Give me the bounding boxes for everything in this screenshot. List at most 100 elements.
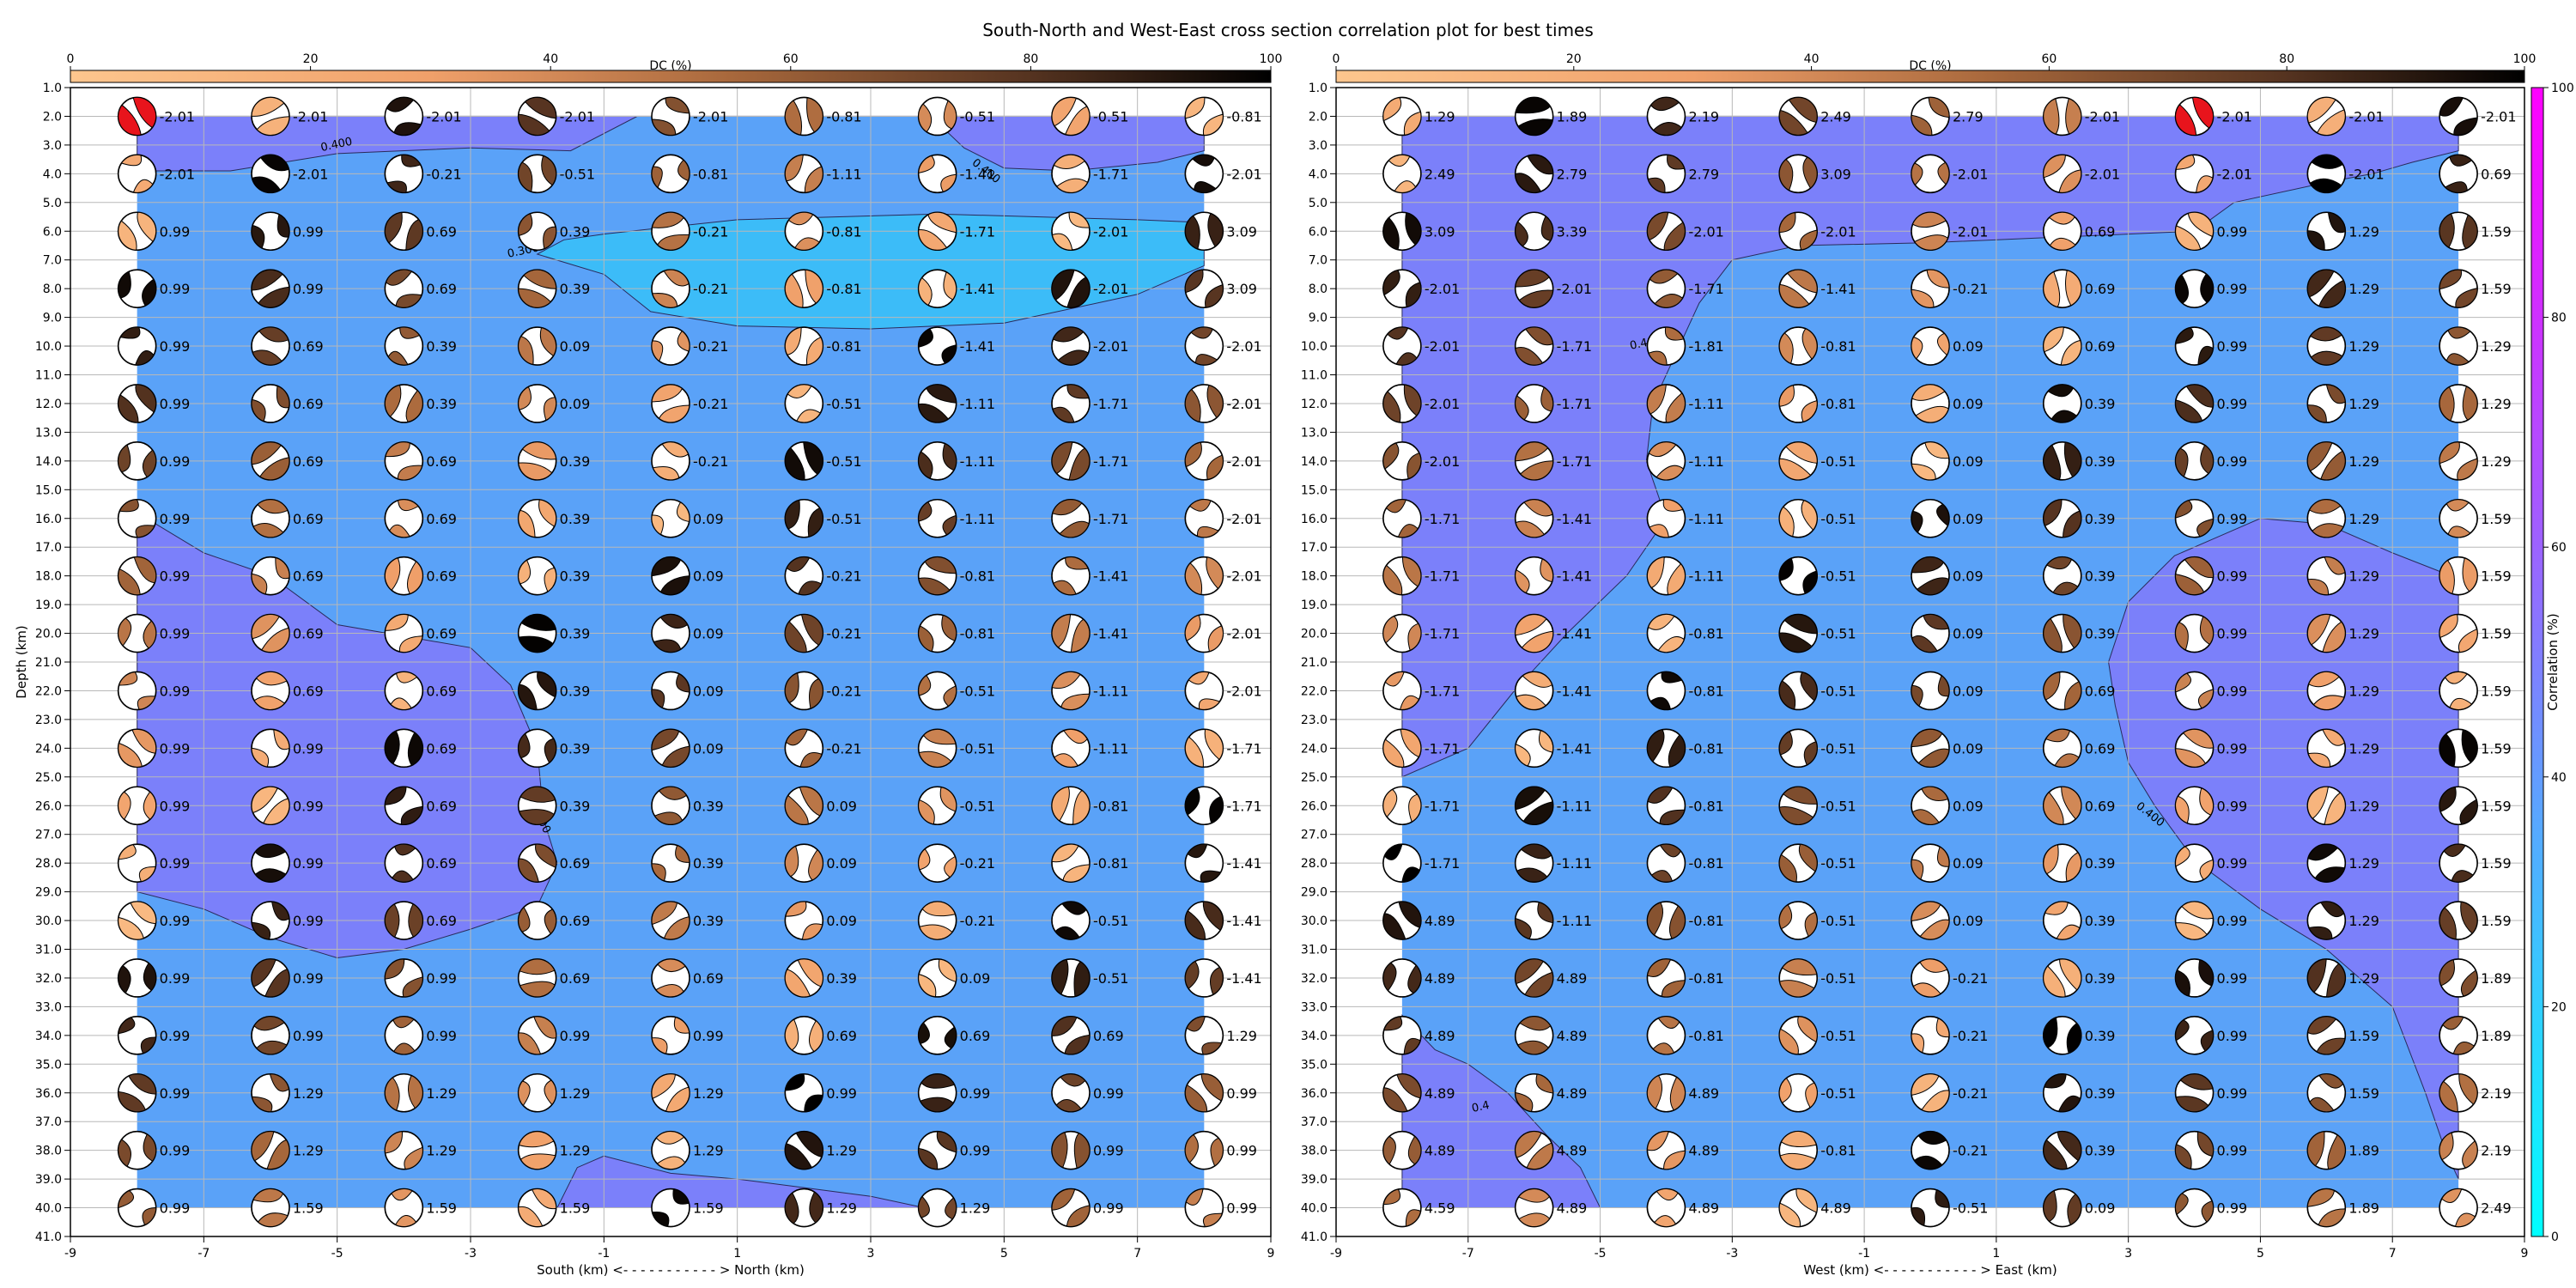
beachball-quadrant [1184, 269, 1204, 294]
beachball-quadrant [672, 1188, 690, 1205]
beachball-quadrant [1200, 1073, 1224, 1102]
beachball-quadrant [2439, 559, 2455, 595]
beachball [651, 1130, 690, 1170]
beachball-quadrant [1778, 903, 1793, 930]
beachball-quadrant [519, 809, 555, 825]
beachball-quadrant [927, 211, 957, 234]
time-label: 3.09 [1425, 223, 1455, 240]
beachball-quadrant [251, 786, 278, 814]
y-tick-label: 40.0 [1301, 1202, 1327, 1216]
y-tick-label: 1.0 [43, 82, 62, 95]
time-label: 1.59 [2481, 913, 2512, 929]
time-label: 0.69 [293, 338, 324, 355]
beachball [2174, 1188, 2215, 1228]
time-label: 0.99 [2217, 970, 2248, 987]
y-tick-label: 39.0 [1301, 1173, 1327, 1187]
beachball-quadrant [1385, 499, 1407, 513]
time-label: -1.41 [1093, 568, 1128, 585]
beachball [2306, 556, 2347, 596]
beachball-quadrant [142, 449, 157, 478]
time-label: -1.11 [1557, 798, 1592, 814]
beachball [1514, 326, 1554, 366]
time-label: 0.69 [560, 913, 591, 929]
time-label: 4.89 [1425, 913, 1455, 929]
time-label: 0.69 [2481, 166, 2512, 182]
time-label: 0.39 [2085, 511, 2116, 527]
beachball-quadrant [2061, 786, 2082, 820]
beachball-quadrant [399, 326, 421, 339]
beachball [117, 441, 157, 481]
y-tick-label: 9.0 [1309, 312, 1327, 325]
time-label: 0.99 [293, 798, 324, 814]
time-label: -2.01 [1226, 166, 1261, 182]
beachball-quadrant [1647, 958, 1672, 977]
time-label: -2.01 [1226, 626, 1261, 642]
beachball-quadrant [518, 386, 532, 410]
time-label: 0.09 [826, 798, 857, 814]
beachball-quadrant [943, 100, 957, 130]
beachball [251, 1130, 290, 1170]
beachball-quadrant [918, 674, 932, 696]
time-label: 3.09 [1820, 166, 1851, 182]
time-label: -2.01 [1425, 396, 1460, 412]
time-label: 0.99 [960, 1143, 991, 1159]
beachball-quadrant [2175, 500, 2193, 519]
beachball-quadrant [518, 1032, 542, 1055]
beachball [384, 1072, 424, 1113]
time-label: 0.39 [2085, 453, 2116, 470]
time-label: 0.69 [293, 683, 324, 699]
time-label: -1.71 [1425, 511, 1460, 527]
beachball [2306, 958, 2347, 998]
beachball-quadrant [1184, 441, 1202, 468]
beachball-quadrant [665, 97, 690, 114]
beachball [2174, 613, 2215, 653]
beachball-quadrant [1911, 1073, 1940, 1096]
beachball [384, 441, 424, 481]
beachball-quadrant [2043, 671, 2061, 701]
time-label: -2.01 [2481, 108, 2516, 125]
beachball [251, 556, 290, 596]
y-tick-label: 34.0 [1301, 1030, 1327, 1043]
y-tick-label: 26.0 [1301, 799, 1327, 813]
time-label: 0.69 [426, 855, 457, 872]
beachball-quadrant [1935, 1018, 1950, 1038]
time-label: -1.41 [1820, 281, 1856, 297]
beachball [1911, 1188, 1950, 1228]
beachball-quadrant [1051, 441, 1073, 475]
beachball [251, 498, 290, 538]
beachball-quadrant [2063, 441, 2082, 477]
beachball-quadrant [518, 509, 536, 538]
beachball-quadrant [1923, 614, 1949, 630]
time-label: -1.11 [960, 396, 995, 412]
beachball [1051, 958, 1091, 998]
beachball-quadrant [2175, 399, 2203, 423]
beachball-quadrant [140, 1036, 157, 1054]
beachball [2439, 154, 2478, 194]
beachball [2174, 326, 2215, 366]
beachball [1051, 671, 1091, 711]
beachball [917, 728, 957, 769]
beachball-quadrant [1911, 809, 1940, 825]
beachball-quadrant [1060, 1073, 1086, 1087]
beachball-quadrant [809, 677, 823, 709]
time-label: 1.29 [826, 1200, 857, 1217]
beachball-quadrant [1515, 96, 1552, 114]
beachball-quadrant [1064, 1034, 1091, 1055]
beachball-quadrant [2306, 1131, 2325, 1167]
beachball [1051, 96, 1091, 137]
beachball-quadrant [651, 514, 664, 536]
beachball-quadrant [1517, 1188, 1551, 1203]
time-label: -2.01 [1688, 223, 1723, 240]
beachball-quadrant [2175, 969, 2190, 997]
time-label: -0.51 [960, 108, 995, 125]
beachball-quadrant [652, 293, 678, 308]
beachball [784, 441, 824, 481]
beachball-quadrant [1798, 843, 1818, 872]
contour-label: 0.4 [1471, 1099, 1491, 1115]
beachball [2042, 498, 2082, 538]
time-label: -1.71 [1093, 166, 1128, 182]
time-label: 0.99 [2217, 568, 2248, 585]
time-label: 0.99 [160, 740, 191, 756]
time-label: -2.01 [2217, 108, 2252, 125]
